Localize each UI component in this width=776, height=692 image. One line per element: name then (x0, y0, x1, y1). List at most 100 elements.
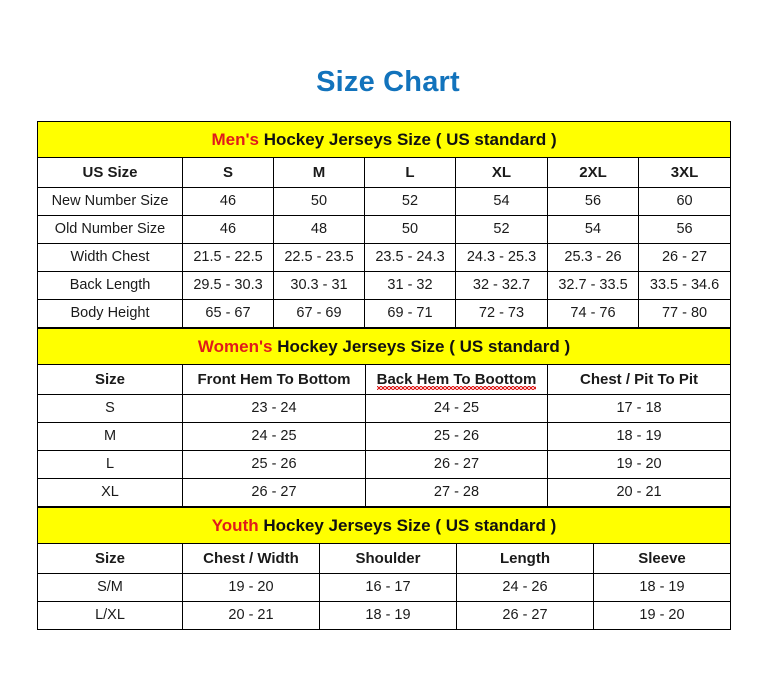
mens-cell: 33.5 - 34.6 (637, 271, 732, 300)
table-row: Width Chest 21.5 - 22.5 22.5 - 23.5 23.5… (37, 243, 732, 272)
table-row: M 24 - 25 25 - 26 18 - 19 (37, 422, 732, 451)
mens-row-label: New Number Size (37, 187, 183, 216)
youth-cell: 16 - 17 (319, 573, 457, 602)
mens-cell: 46 (182, 215, 274, 244)
youth-banner-row: Youth Hockey Jerseys Size ( US standard … (37, 507, 731, 544)
womens-row-label: S (37, 394, 183, 423)
mens-cell: 25.3 - 26 (547, 243, 639, 272)
youth-banner-highlight: Youth (211, 515, 259, 535)
womens-col-head-2: Back Hem To Boottom (365, 364, 548, 395)
table-row: L 25 - 26 26 - 27 19 - 20 (37, 450, 732, 479)
mens-col-head-1: S (182, 157, 274, 188)
womens-cell: 26 - 27 (182, 478, 366, 507)
womens-row-label: L (37, 450, 183, 479)
mens-banner-rest: Hockey Jerseys Size ( US standard ) (258, 129, 557, 149)
mens-cell: 54 (455, 187, 548, 216)
womens-cell: 26 - 27 (365, 450, 548, 479)
mens-col-head-4: XL (455, 157, 548, 188)
mens-col-head-0: US Size (37, 157, 183, 188)
youth-cell: 26 - 27 (456, 601, 594, 630)
mens-cell: 30.3 - 31 (273, 271, 365, 300)
mens-cell: 32.7 - 33.5 (547, 271, 639, 300)
youth-cell: 24 - 26 (456, 573, 594, 602)
mens-cell: 67 - 69 (273, 299, 365, 328)
mens-row-label: Old Number Size (37, 215, 183, 244)
youth-column-header-row: Size Chest / Width Shoulder Length Sleev… (37, 543, 731, 574)
mens-row-label: Body Height (37, 299, 183, 328)
youth-col-head-3: Length (456, 543, 594, 574)
youth-cell: 18 - 19 (319, 601, 457, 630)
size-chart-tables: Men's Hockey Jerseys Size ( US standard … (36, 121, 732, 630)
youth-banner-cell: Youth Hockey Jerseys Size ( US standard … (37, 507, 731, 544)
mens-cell: 32 - 32.7 (455, 271, 548, 300)
mens-cell: 29.5 - 30.3 (182, 271, 274, 300)
womens-row-label: XL (37, 478, 183, 507)
womens-banner-rest: Hockey Jerseys Size ( US standard ) (272, 336, 571, 356)
youth-banner-rest: Hockey Jerseys Size ( US standard ) (258, 515, 557, 535)
table-row: Body Height 65 - 67 67 - 69 69 - 71 72 -… (37, 299, 732, 328)
womens-cell: 25 - 26 (365, 422, 548, 451)
mens-cell: 52 (364, 187, 456, 216)
mens-col-head-5: 2XL (547, 157, 639, 188)
youth-cell: 20 - 21 (182, 601, 320, 630)
womens-row-label: M (37, 422, 183, 451)
womens-cell: 24 - 25 (182, 422, 366, 451)
table-row: XL 26 - 27 27 - 28 20 - 21 (37, 478, 732, 507)
mens-cell: 65 - 67 (182, 299, 274, 328)
mens-cell: 46 (182, 187, 274, 216)
table-row: Back Length 29.5 - 30.3 30.3 - 31 31 - 3… (37, 271, 732, 300)
mens-cell: 50 (273, 187, 365, 216)
page-title: Size Chart (316, 66, 460, 98)
youth-size-table: Youth Hockey Jerseys Size ( US standard … (37, 507, 731, 630)
womens-column-header-row: Size Front Hem To Bottom Back Hem To Boo… (37, 364, 732, 395)
womens-cell: 27 - 28 (365, 478, 548, 507)
mens-cell: 60 (637, 187, 732, 216)
mens-cell: 21.5 - 22.5 (182, 243, 274, 272)
mens-cell: 50 (364, 215, 456, 244)
youth-col-head-0: Size (37, 543, 183, 574)
youth-row-label: L/XL (37, 601, 183, 630)
mens-row-label: Back Length (37, 271, 183, 300)
table-row: L/XL 20 - 21 18 - 19 26 - 27 19 - 20 (37, 601, 731, 630)
womens-banner-highlight: Women's (197, 336, 273, 356)
mens-col-head-3: L (364, 157, 456, 188)
mens-size-table: Men's Hockey Jerseys Size ( US standard … (36, 121, 732, 328)
womens-size-table: Women's Hockey Jerseys Size ( US standar… (36, 328, 732, 507)
womens-cell: 20 - 21 (546, 478, 732, 507)
mens-cell: 54 (547, 215, 639, 244)
mens-cell: 77 - 80 (637, 299, 732, 328)
mens-col-head-6: 3XL (637, 157, 732, 188)
womens-col-head-0: Size (37, 364, 183, 395)
mens-banner-cell: Men's Hockey Jerseys Size ( US standard … (36, 121, 732, 158)
mens-cell: 52 (455, 215, 548, 244)
youth-col-head-4: Sleeve (593, 543, 731, 574)
womens-col-head-1: Front Hem To Bottom (182, 364, 366, 395)
youth-row-label: S/M (37, 573, 183, 602)
youth-cell: 19 - 20 (182, 573, 320, 602)
womens-cell: 24 - 25 (365, 394, 548, 423)
mens-cell: 69 - 71 (364, 299, 456, 328)
womens-banner-cell: Women's Hockey Jerseys Size ( US standar… (36, 328, 732, 365)
womens-col-head-3: Chest / Pit To Pit (546, 364, 732, 395)
mens-col-head-2: M (273, 157, 365, 188)
womens-banner-row: Women's Hockey Jerseys Size ( US standar… (36, 328, 732, 365)
mens-cell: 56 (637, 215, 732, 244)
table-row: New Number Size 46 50 52 54 56 60 (37, 187, 732, 216)
womens-cell: 25 - 26 (182, 450, 366, 479)
womens-cell: 18 - 19 (546, 422, 732, 451)
mens-cell: 24.3 - 25.3 (455, 243, 548, 272)
mens-banner-row: Men's Hockey Jerseys Size ( US standard … (36, 121, 732, 158)
table-row: S 23 - 24 24 - 25 17 - 18 (37, 394, 732, 423)
womens-cell: 19 - 20 (546, 450, 732, 479)
mens-cell: 74 - 76 (547, 299, 639, 328)
misspelled-header-text: Back Hem To Boottom (376, 370, 537, 391)
youth-cell: 18 - 19 (593, 573, 731, 602)
table-row: S/M 19 - 20 16 - 17 24 - 26 18 - 19 (37, 573, 731, 602)
youth-col-head-1: Chest / Width (182, 543, 320, 574)
mens-column-header-row: US Size S M L XL 2XL 3XL (37, 157, 732, 188)
table-row: Old Number Size 46 48 50 52 54 56 (37, 215, 732, 244)
mens-cell: 72 - 73 (455, 299, 548, 328)
mens-cell: 48 (273, 215, 365, 244)
mens-row-label: Width Chest (37, 243, 183, 272)
mens-cell: 26 - 27 (637, 243, 732, 272)
